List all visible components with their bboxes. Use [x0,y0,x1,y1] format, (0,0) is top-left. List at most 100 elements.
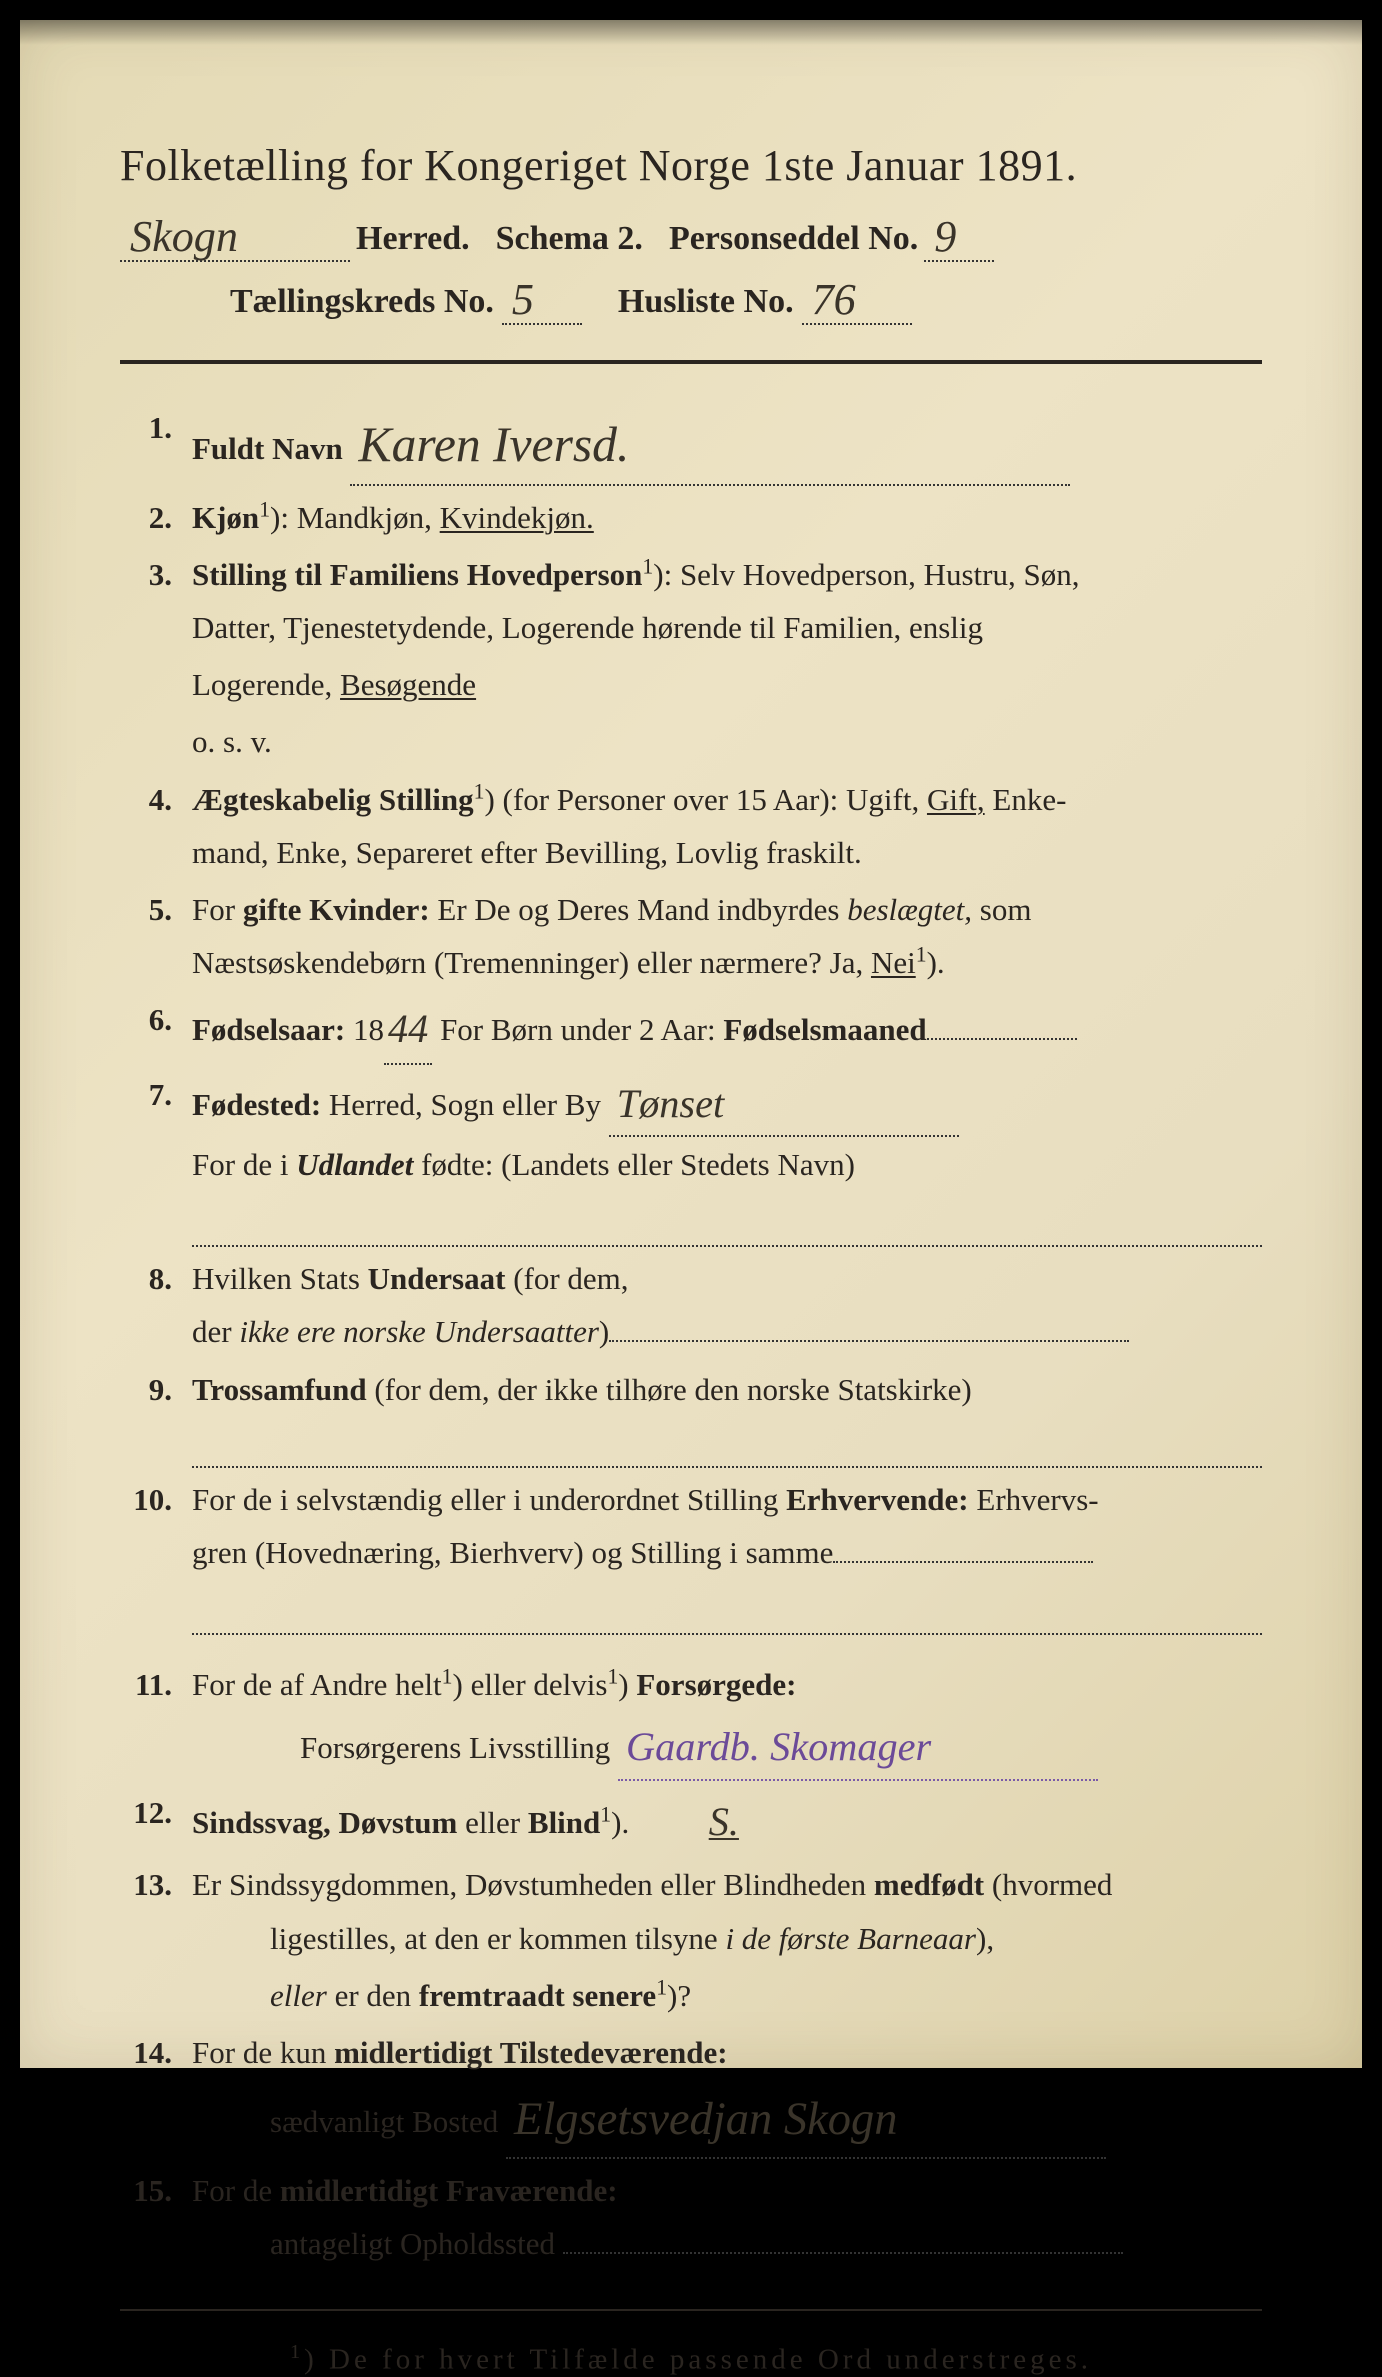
item-content: For de af Andre helt1) eller delvis1) Fo… [192,1659,1262,1710]
year-prefix: 18 [345,1012,384,1047]
item-3-cont: Datter, Tjenestetydende, Logerende høren… [120,602,1262,653]
sup: 1 [656,1975,667,1999]
label: Sindssvag, Døvstum [192,1805,457,1840]
herred-label: Herred. [356,220,470,258]
personseddel-value: 9 [930,211,960,262]
item-content: For de kun midlertidigt Tilstedeværende: [192,2027,1262,2078]
text: eller [457,1805,528,1840]
item-8-cont: der ikke ere norske Undersaatter) [120,1306,1262,1357]
text: (for dem, der ikke tilhøre den norske St… [367,1372,972,1407]
dotted-line [192,1592,1262,1635]
underlined-value: Nei [871,945,916,980]
item-number: 13. [120,1859,192,1910]
label: Undersaat [368,1261,506,1296]
item-8: 8. Hvilken Stats Undersaat (for dem, [120,1253,1262,1304]
name-value: Karen Iversd. [354,404,633,486]
item-content: Fødselsaar: 1844 For Børn under 2 Aar: F… [192,994,1262,1062]
item-14: 14. For de kun midlertidigt Tilstedevære… [120,2027,1262,2078]
label: Fødselsaar: [192,1012,345,1047]
text: ligestilles, at den er kommen tilsyne [270,1921,725,1956]
footnote-text: ) De for hvert Tilfælde passende Ord und… [304,2344,1092,2376]
personseddel-label: Personseddel No. [669,220,918,258]
item-number: 15. [120,2165,192,2216]
text: o. s. v. [192,724,272,759]
label: Erhvervende: [786,1482,969,1517]
sup: 1 [442,1665,453,1689]
bosted-field: Elgsetsvedjan Skogn [506,2080,1106,2159]
text: Næstsøskendebørn (Tremenninger) eller næ… [192,945,871,980]
item-content: Trossamfund (for dem, der ikke tilhøre d… [192,1364,1262,1415]
month-field [927,1038,1077,1040]
text: For de i [192,1147,296,1182]
item-7-cont: For de i Udlandet fødte: (Landets eller … [120,1139,1262,1190]
italic-text: ikke ere norske Undersaatter [239,1314,599,1349]
item-2: 2. Kjøn1): Mandkjøn, Kvindekjøn. [120,492,1262,543]
item-10-cont: gren (Hovednæring, Bierhverv) og Stillin… [120,1527,1262,1578]
text: : Selv Hovedperson, Hustru, Søn, [664,557,1080,592]
italic-text: beslægtet, [847,892,972,927]
birthplace-value: Tønset [613,1071,728,1137]
text: : Mandkjøn, [280,500,439,535]
name-field: Karen Iversd. [350,402,1070,486]
header-divider [120,360,1262,364]
sup: 1 [916,943,927,967]
item-5: 5. For gifte Kvinder: Er De og Deres Man… [120,884,1262,935]
label: Ægteskabelig Stilling [192,782,474,817]
item-9: 9. Trossamfund (for dem, der ikke tilhør… [120,1364,1262,1415]
label: Fuldt Navn [192,431,343,466]
text: Logerende, [192,667,340,702]
text: Datter, Tjenestetydende, Logerende høren… [192,610,983,645]
text: ) eller delvis [453,1667,608,1702]
item-number: 7. [120,1069,192,1137]
item-content: For gifte Kvinder: Er De og Deres Mand i… [192,884,1262,935]
text: der [192,1314,239,1349]
text: eller [270,1978,327,2013]
text: gren (Hovednæring, Bierhverv) og Stillin… [192,1535,833,1570]
item-content: Fødested: Herred, Sogn eller By Tønset [192,1069,1262,1137]
husliste-label: Husliste No. [618,283,794,321]
text: er den [327,1978,419,2013]
footnote: 1) De for hvert Tilfælde passende Ord un… [120,2341,1262,2377]
text: ). [927,945,945,980]
underlined-value: Kvindekjøn. [440,500,594,535]
text: For de af Andre helt [192,1667,442,1702]
text: ). [611,1805,629,1840]
item-10: 10. For de i selvstændig eller i underor… [120,1474,1262,1525]
form-items: 1. Fuldt Navn Karen Iversd. 2. Kjøn1): M… [120,402,1262,2269]
item-number: 4. [120,774,192,825]
item-content: For de i selvstændig eller i underordnet… [192,1474,1262,1525]
underlined-value: Besøgende [340,667,476,702]
item-11: 11. For de af Andre helt1) eller delvis1… [120,1659,1262,1710]
year-value: 44 [384,996,432,1064]
dotted-line [833,1561,1093,1563]
text: For Børn under 2 Aar: [432,1012,723,1047]
dotted-line [192,1425,1262,1468]
item-number: 1. [120,402,192,486]
item-6: 6. Fødselsaar: 1844 For Børn under 2 Aar… [120,994,1262,1062]
husliste-value: 76 [808,274,860,325]
footnote-sup: 1 [290,2341,304,2363]
item-7: 7. Fødested: Herred, Sogn eller By Tønse… [120,1069,1262,1137]
text: som [972,892,1031,927]
text: Hvilken Stats [192,1261,368,1296]
bosted-value: Elgsetsvedjan Skogn [510,2082,902,2159]
item-3: 3. Stilling til Familiens Hovedperson1):… [120,549,1262,600]
dotted-line [192,1204,1262,1247]
item-number: 12. [120,1787,192,1853]
opholdssted-field [563,2252,1123,2254]
text: mand, Enke, Separeret efter Bevilling, L… [192,835,862,870]
label2: fremtraadt senere [419,1978,656,2013]
item-3-cont3: o. s. v. [120,716,1262,767]
item-content: Fuldt Navn Karen Iversd. [192,402,1262,486]
livsstilling-field: Gaardb. Skomager [618,1712,1098,1780]
text: (for dem, [505,1261,628,1296]
item-5-cont: Næstsøskendebørn (Tremenninger) eller næ… [120,937,1262,988]
item-content: Stilling til Familiens Hovedperson1): Se… [192,549,1262,600]
item-content: Kjøn1): Mandkjøn, Kvindekjøn. [192,492,1262,543]
personseddel-field: 9 [924,209,994,262]
schema-label: Schema 2. [496,220,643,258]
census-form-page: Folketælling for Kongeriget Norge 1ste J… [20,20,1362,2068]
item-10-fill [120,1584,1262,1635]
label: midlertidigt Tilstedeværende: [334,2035,728,2070]
item-number: 2. [120,492,192,543]
